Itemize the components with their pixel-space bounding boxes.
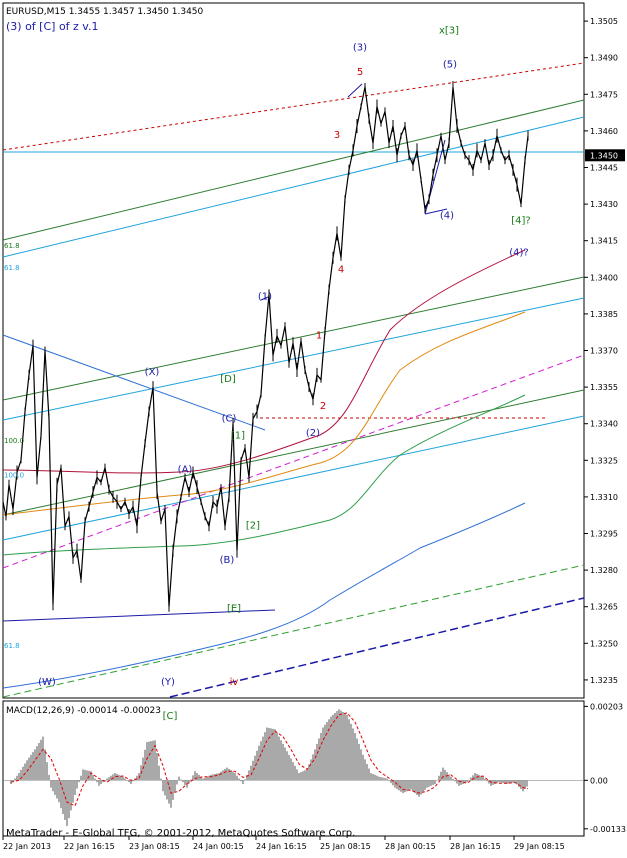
macd-y-tick-label: 0.00 (590, 776, 608, 785)
y-tick-label: 1.3280 (590, 566, 618, 575)
y-tick-label: 1.3250 (590, 639, 618, 648)
wave1-mark (260, 296, 269, 301)
wave-label: 4 (338, 264, 344, 275)
channel-upper-cyan (2, 116, 585, 258)
wave-label: [D] (220, 374, 236, 385)
current-price-box (585, 149, 625, 162)
wave-labels: x[3] (3) (5) 5 3 (4) [4]? (4)? 4 (1) 1 2 (2) (X) [D] (C… (4, 25, 531, 722)
fib-label: 61.8 (4, 642, 20, 650)
fib-label: 100.0 (4, 471, 24, 479)
y-tick-label: 1.3370 (590, 347, 618, 356)
y-tick-label: 1.3475 (590, 90, 618, 99)
channel-green-dashed (2, 564, 585, 698)
wave-label: iv (230, 677, 239, 688)
price-series (2, 80, 529, 612)
wave-label: (Y) (161, 677, 175, 688)
x-tick-label: 25 Jan 08:15 (320, 842, 371, 851)
x-tick-label: 28 Jan 16:15 (450, 842, 501, 851)
y-tick-label: 1.3400 (590, 273, 618, 282)
wave-label: [1] (231, 430, 245, 441)
fib-label: 61.8 (4, 264, 20, 272)
wave-label: [4]? (511, 216, 530, 227)
x-tick-label: 28 Jan 00:15 (385, 842, 436, 851)
y-tick-label: 1.3460 (590, 127, 618, 136)
wave-count-subtitle: (3) of [C] of z v.1 (6, 20, 98, 33)
y-tick-label: 1.3325 (590, 456, 618, 465)
wave-label: (4)? (509, 247, 528, 258)
time-axis: 22 Jan 2013 22 Jan 16:15 23 Jan 08:15 24 Ja… (2, 836, 565, 851)
wave-label: [2] (246, 521, 260, 532)
channel-blue-dashed (169, 597, 585, 698)
channel-low-cyan (2, 415, 585, 541)
wave-label: (5) (443, 59, 457, 70)
ma-red (2, 249, 526, 474)
x-tick-label: 23 Jan 08:15 (129, 842, 180, 851)
wave-label: 5 (357, 67, 363, 78)
wave-label: 1 (316, 330, 322, 341)
wave-label: (C) (222, 413, 237, 424)
y-tick-label: 1.3490 (590, 54, 618, 63)
y-tick-label: 1.3445 (590, 163, 618, 172)
price-axis: 1.3505 1.3490 1.3475 1.3460 1.3445 1.3430 1.34… (584, 17, 625, 685)
wy-baseline (2, 609, 276, 622)
y-tick-label: 1.3505 (590, 17, 618, 26)
wave-label: 3 (334, 130, 340, 141)
x-tick-label: 22 Jan 16:15 (64, 842, 115, 851)
wave-label: (W) (38, 677, 56, 688)
y-tick-label: 1.3295 (590, 530, 618, 539)
ma-green (2, 394, 526, 556)
y-tick-label: 1.3265 (590, 603, 618, 612)
y-tick-label: 1.3430 (590, 200, 618, 209)
fib-label: 61.8 (4, 242, 20, 250)
y-tick-label: 1.3310 (590, 493, 618, 502)
wave4-triangle-b (424, 208, 448, 215)
wave-label: (3) (353, 42, 367, 53)
wave-label: 2 (320, 401, 326, 412)
y-tick-label: 1.3340 (590, 420, 618, 429)
y-tick-label: 1.3235 (590, 676, 618, 685)
ma-orange (2, 311, 526, 516)
macd-title: MACD(12,26,9) -0.00014 -0.00023 (6, 706, 161, 716)
channel-low-green (2, 389, 585, 516)
x-tick-label: 29 Jan 08:15 (514, 842, 565, 851)
macd-y-tick-label: 0.00203 (590, 702, 623, 711)
wave-label: x[3] (439, 25, 459, 36)
y-tick-label: 1.3385 (590, 310, 618, 319)
wave-label: [C] (163, 711, 178, 722)
x-tick-label: 22 Jan 2013 (3, 842, 51, 851)
copyright: MetaTrader - E-Global TFG, © 2001-2012, … (6, 828, 355, 839)
x-tick-label: 24 Jan 00:15 (193, 842, 244, 851)
channel-top-red-dotted (2, 62, 585, 151)
macd-y-tick-label: -0.00133 (590, 825, 626, 834)
symbol-title: EURUSD,M15 1.3455 1.3457 1.3450 1.3450 (6, 7, 204, 17)
channel-mid-cyan (2, 297, 585, 421)
wave-label: [E] (227, 604, 241, 615)
macd-series: 0.00203 0.00 -0.00133 (3, 702, 626, 834)
wave3-triangle-a (347, 83, 363, 98)
wave-label: (A) (178, 465, 193, 476)
wave-label: (1) (258, 291, 272, 302)
wave-label: (4) (440, 211, 454, 222)
current-price-label: 1.3450 (590, 151, 618, 160)
fib-label: 100.0 (4, 437, 24, 445)
wave-label: (X) (145, 367, 160, 378)
x-tick-label: 24 Jan 16:15 (256, 842, 307, 851)
x-wave-trendline (2, 334, 266, 431)
y-tick-label: 1.3355 (590, 383, 618, 392)
ma-blue (2, 502, 526, 689)
wave-label: (2) (306, 428, 320, 439)
wave-label: (B) (220, 555, 235, 566)
y-tick-label: 1.3415 (590, 237, 618, 246)
channel-magenta-dashed (2, 354, 585, 569)
channel-upper-green (2, 99, 585, 241)
